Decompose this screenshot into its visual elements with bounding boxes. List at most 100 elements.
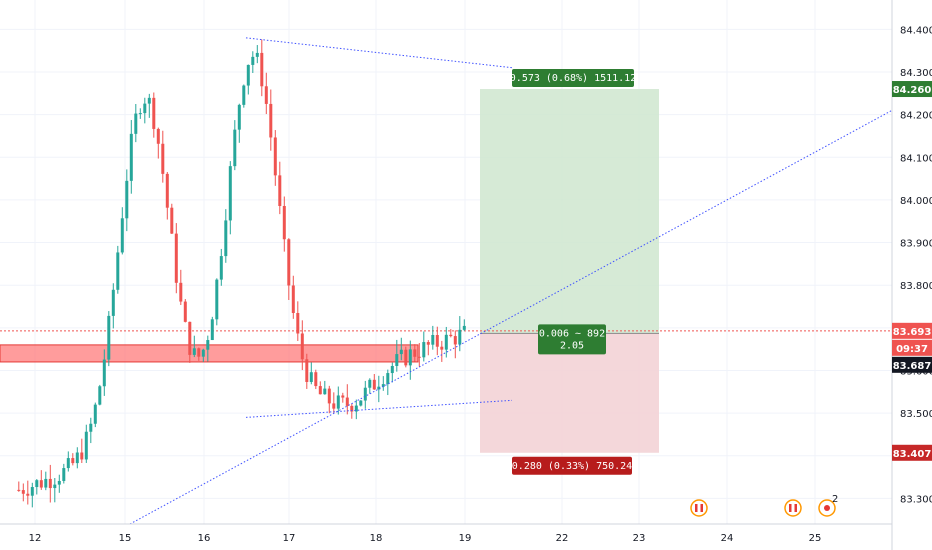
candle-body [71, 458, 75, 464]
candle-body [359, 400, 363, 406]
candle-body [120, 218, 124, 253]
candle-body [138, 113, 142, 115]
candle-body [143, 103, 147, 114]
candle-body [165, 173, 169, 208]
candle-body [192, 348, 196, 355]
candle-body [390, 365, 394, 374]
candle-body [224, 220, 228, 257]
y-tick-label: 84.200 [900, 111, 932, 122]
price-tag-entry-box [892, 356, 932, 373]
event-count-icon[interactable]: 2 [818, 494, 838, 517]
profit-area [480, 89, 659, 334]
y-tick-label: 84.400 [900, 25, 932, 36]
candle-body [404, 349, 408, 366]
candle-body [453, 336, 457, 345]
labels-layer: 0.573 (0.68%) 1511.12 0.280 (0.33%) 750.2… [510, 69, 636, 475]
candle-body [219, 256, 223, 280]
candle-body [233, 129, 237, 167]
x-tick-label: 15 [119, 533, 132, 544]
x-tick-label: 19 [459, 533, 472, 544]
grid [0, 0, 892, 524]
candle-body [462, 325, 466, 330]
price-tag-current-box [892, 322, 932, 339]
candle-body [417, 356, 421, 358]
candle-body [246, 64, 250, 86]
candle-body [273, 137, 277, 176]
candle-body [318, 386, 322, 395]
y-tick-label: 83.300 [900, 494, 932, 505]
y-tick-label: 84.100 [900, 153, 932, 164]
candle-body [35, 480, 39, 488]
candle-body [458, 329, 462, 345]
candle-body [260, 52, 264, 87]
events-layer[interactable]: 2 [690, 494, 838, 517]
candle-body [413, 349, 417, 357]
candle-body [174, 233, 178, 283]
position-center-label-2: 2.05 [560, 340, 584, 351]
candle-body [102, 359, 106, 387]
candle-body [278, 175, 282, 206]
candle-body [125, 180, 129, 219]
x-tick-label: 16 [198, 533, 211, 544]
price-tag-target: 84.260 [893, 85, 932, 96]
candle-body [449, 334, 453, 337]
candle-body [314, 372, 318, 387]
candle-body [291, 285, 295, 314]
trendline-upper [245, 37, 513, 69]
trend-layer [129, 37, 893, 525]
price-tag-timer: 09:37 [896, 344, 928, 355]
candle-body [48, 478, 52, 489]
candle-body [84, 431, 88, 460]
candle-body [80, 452, 84, 460]
candle-body [237, 104, 241, 130]
candle-body [170, 207, 174, 234]
candle-body [21, 490, 25, 494]
candle-body [98, 386, 102, 405]
x-tick-label: 18 [370, 533, 383, 544]
candle-body [62, 468, 66, 481]
candle-body [201, 349, 205, 357]
candle-body [26, 493, 30, 496]
candle-body [17, 489, 21, 491]
event-canada-2-flag-center [791, 504, 795, 512]
candle-body [107, 315, 111, 360]
candle-body [57, 480, 61, 485]
candle-body [399, 349, 403, 355]
candle-body [395, 354, 399, 366]
loss-label: 0.280 (0.33%) 750.24 [512, 461, 632, 472]
candle-body [282, 205, 286, 240]
candle-body [332, 403, 336, 409]
candle-body [269, 103, 273, 138]
price-tag-target-box [892, 81, 932, 98]
candle-body [228, 166, 232, 221]
candle-body [440, 346, 444, 350]
candle-body [179, 282, 183, 302]
candle-body [381, 384, 385, 387]
event-canada-2-icon[interactable] [784, 499, 802, 517]
candle-body [408, 349, 412, 366]
candle-body [350, 405, 354, 412]
candle-body [30, 487, 34, 496]
event-count-dot [824, 505, 830, 511]
candle-body [242, 85, 246, 105]
price-tag-stop-box [892, 444, 932, 461]
x-tick-label: 23 [633, 533, 646, 544]
y-tick-label: 83.800 [900, 281, 932, 292]
x-tick-label: 24 [721, 533, 734, 544]
candle-body [183, 301, 187, 322]
event-canada-1-icon[interactable] [690, 499, 708, 517]
candle-body [300, 333, 304, 360]
price-tag-timer-box [892, 339, 932, 356]
candle-body [363, 387, 367, 401]
candle-body [215, 279, 219, 320]
candle-body [134, 113, 138, 134]
loss-label-box [512, 456, 632, 475]
trendline-rising [129, 109, 893, 525]
candle-body [372, 379, 376, 390]
candle-body [152, 97, 156, 129]
candle-body [116, 252, 120, 290]
price-tag-current: 83.693 [893, 327, 932, 338]
event-count-badge: 2 [832, 494, 838, 505]
